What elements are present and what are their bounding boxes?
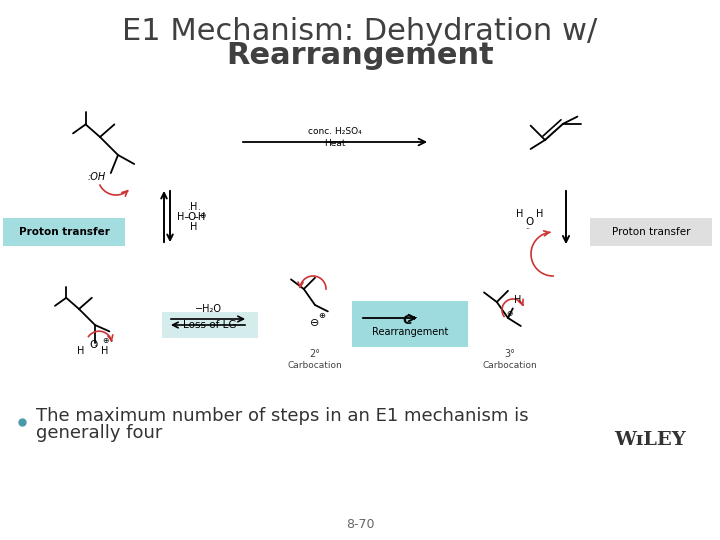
Text: H: H [516, 209, 523, 219]
Text: generally four: generally four [36, 424, 163, 442]
Text: Proton transfer: Proton transfer [612, 227, 690, 237]
FancyBboxPatch shape [162, 312, 258, 338]
Text: –H: –H [194, 212, 206, 222]
FancyBboxPatch shape [590, 218, 712, 246]
Text: E1 Mechanism: Dehydration w/: E1 Mechanism: Dehydration w/ [122, 17, 598, 46]
Text: 2°: 2° [310, 349, 320, 359]
Text: Rearrangement: Rearrangement [372, 327, 448, 337]
Text: O: O [526, 217, 534, 227]
Text: Rearrangement: Rearrangement [226, 42, 494, 71]
Text: :OH: :OH [88, 172, 106, 182]
Text: H: H [102, 346, 109, 356]
Text: ··: ·· [93, 342, 98, 351]
Text: O: O [188, 212, 196, 222]
Text: ⊕: ⊕ [102, 336, 109, 346]
Text: H: H [190, 222, 198, 232]
Text: ⊕: ⊕ [318, 311, 325, 320]
Text: Loss of LG: Loss of LG [184, 320, 237, 330]
Text: The maximum number of steps in an E1 mechanism is: The maximum number of steps in an E1 mec… [36, 407, 528, 425]
FancyBboxPatch shape [3, 218, 125, 246]
Text: H: H [536, 209, 544, 219]
Text: ··: ·· [526, 226, 531, 234]
Text: WɪLEY: WɪLEY [614, 431, 686, 449]
Text: conc. H₂SO₄: conc. H₂SO₄ [308, 127, 362, 136]
Text: 8-70: 8-70 [346, 518, 374, 531]
Text: Proton transfer: Proton transfer [19, 227, 109, 237]
Text: Heat: Heat [324, 139, 346, 148]
Text: ·: · [197, 206, 199, 215]
Text: ⊖: ⊖ [310, 318, 320, 328]
Text: ·: · [187, 206, 189, 215]
Text: Carbocation: Carbocation [482, 361, 537, 370]
Text: H–: H– [177, 212, 189, 222]
Text: H: H [77, 346, 85, 356]
Text: 3°: 3° [505, 349, 516, 359]
Text: Carbocation: Carbocation [287, 361, 343, 370]
Text: C⁺: C⁺ [402, 314, 418, 327]
Text: −H₂O: −H₂O [194, 304, 222, 314]
Text: H: H [513, 295, 521, 305]
Text: H: H [190, 202, 198, 212]
Text: O: O [90, 340, 98, 350]
Text: ⊕: ⊕ [199, 211, 205, 219]
Text: ⊕: ⊕ [506, 309, 513, 318]
FancyBboxPatch shape [352, 301, 468, 347]
